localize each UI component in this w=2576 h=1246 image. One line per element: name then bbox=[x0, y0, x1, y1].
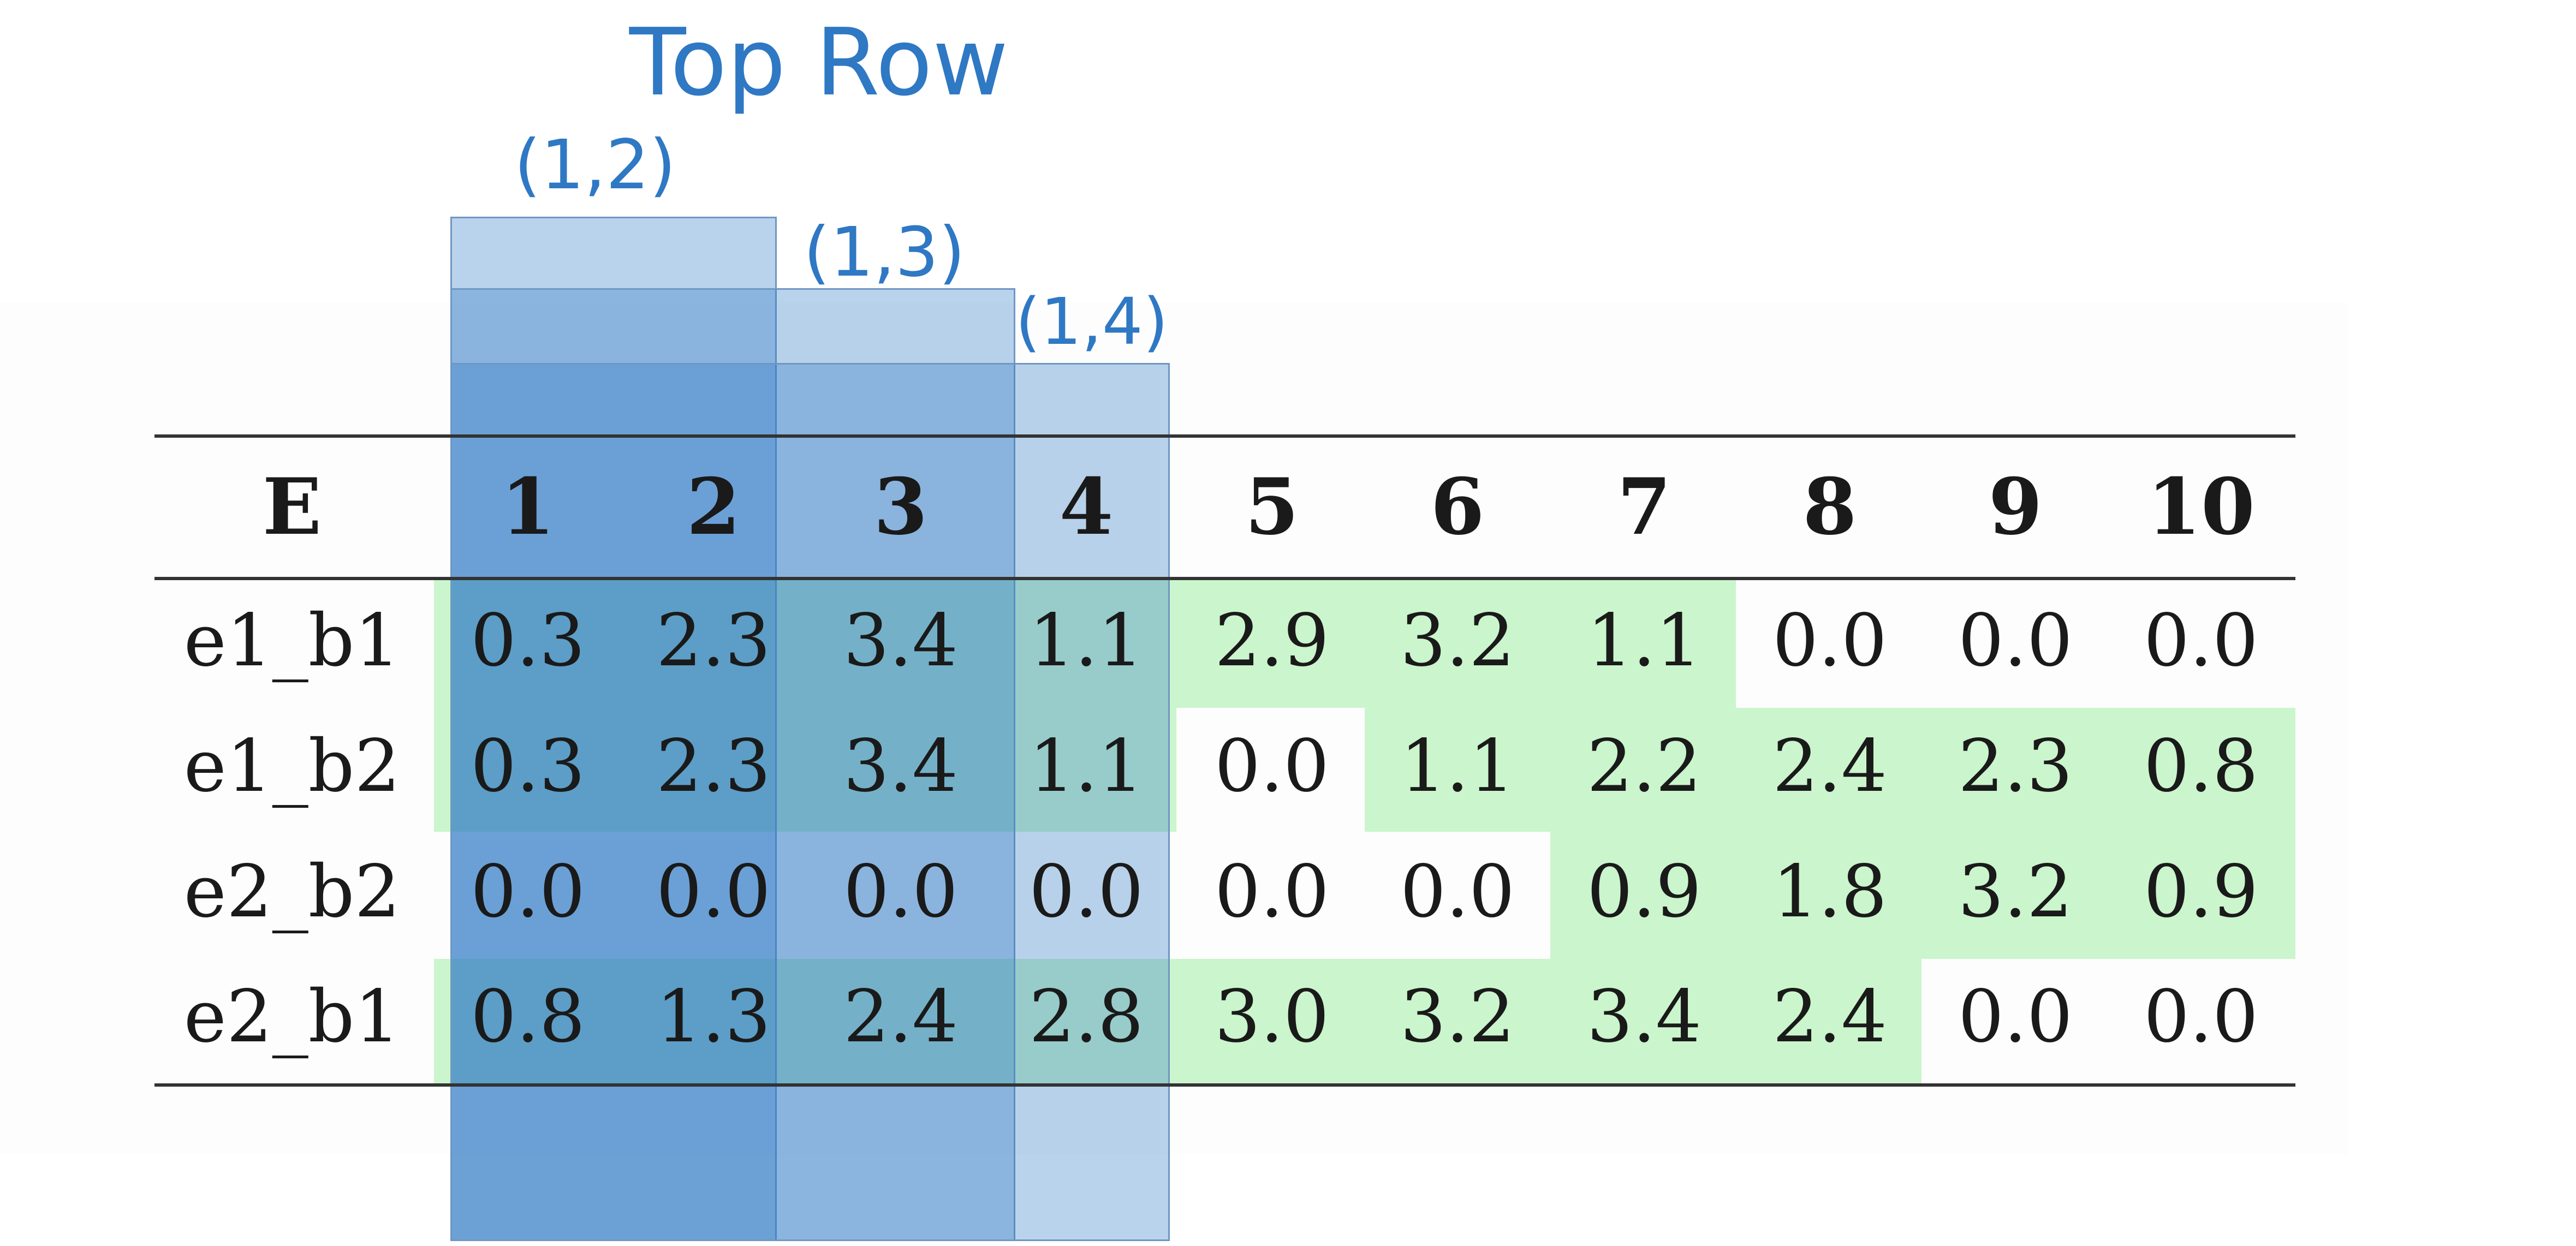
table-cell: 3.4 bbox=[843, 599, 958, 683]
band-1-3 bbox=[450, 288, 1015, 1241]
row-label: e2_b2 bbox=[183, 850, 401, 934]
top-rule bbox=[154, 434, 2295, 438]
column-header-6: 6 bbox=[1430, 462, 1485, 552]
highlight-row-e1-b2-b bbox=[1365, 708, 2295, 832]
table-cell: 3.0 bbox=[1215, 975, 1329, 1059]
table-cell: 0.8 bbox=[2144, 724, 2258, 808]
column-header-3: 3 bbox=[873, 462, 928, 552]
row-label: e1_b1 bbox=[183, 599, 401, 683]
table-cell: 1.8 bbox=[1772, 850, 1887, 934]
column-header-4: 4 bbox=[1059, 462, 1114, 552]
table-cell: 2.4 bbox=[1772, 975, 1887, 1059]
highlight-row-e2-b2 bbox=[1550, 832, 2295, 959]
table-cell: 0.0 bbox=[1215, 850, 1329, 934]
table-cell: 0.0 bbox=[1400, 850, 1515, 934]
highlight-row-e1-b1 bbox=[434, 580, 1736, 708]
column-header-5: 5 bbox=[1245, 462, 1299, 552]
band-label-1-4: (1,4) bbox=[1015, 284, 1168, 359]
table-cell: 1.1 bbox=[1587, 599, 1702, 683]
table-cell: 1.1 bbox=[1029, 599, 1144, 683]
table-cell: 0.8 bbox=[471, 975, 585, 1059]
table-cell: 0.0 bbox=[1958, 599, 2073, 683]
table-cell: 0.9 bbox=[1587, 850, 1702, 934]
table-cell: 0.9 bbox=[2144, 850, 2258, 934]
highlight-row-e1-b2-a bbox=[434, 708, 1176, 832]
band-label-1-3: (1,3) bbox=[803, 213, 966, 292]
table-cell: 3.2 bbox=[1400, 975, 1515, 1059]
table-cell: 0.0 bbox=[1772, 599, 1887, 683]
highlight-row-e2-b1 bbox=[434, 959, 1921, 1083]
column-header-2: 2 bbox=[686, 462, 741, 552]
table-cell: 2.8 bbox=[1029, 975, 1144, 1059]
row-label: e2_b1 bbox=[183, 975, 401, 1059]
bottom-rule bbox=[154, 1083, 2295, 1087]
table-cell: 1.1 bbox=[1029, 724, 1144, 808]
table-cell: 0.3 bbox=[471, 724, 585, 808]
table-cell: 2.9 bbox=[1215, 599, 1329, 683]
column-header-7: 7 bbox=[1617, 462, 1671, 552]
table-cell: 0.0 bbox=[656, 850, 771, 934]
table-cell: 1.3 bbox=[656, 975, 771, 1059]
table-cell: 2.3 bbox=[656, 724, 771, 808]
table-cell: 2.4 bbox=[843, 975, 958, 1059]
table-cell: 3.4 bbox=[843, 724, 958, 808]
table-cell: 0.0 bbox=[471, 850, 585, 934]
table-cell: 3.2 bbox=[1958, 850, 2073, 934]
table-cell: 3.4 bbox=[1587, 975, 1702, 1059]
header-rule bbox=[154, 577, 2295, 580]
table-cell: 1.1 bbox=[1400, 724, 1515, 808]
table-cell: 2.4 bbox=[1772, 724, 1887, 808]
corner-header: E bbox=[262, 462, 322, 552]
table-cell: 0.0 bbox=[1958, 975, 2073, 1059]
table-cell: 0.0 bbox=[2144, 599, 2258, 683]
annotation-title: Top Row bbox=[629, 9, 1009, 117]
band-label-1-2: (1,2) bbox=[514, 126, 676, 205]
column-header-8: 8 bbox=[1802, 462, 1857, 552]
band-1-2 bbox=[450, 217, 777, 1241]
column-header-1: 1 bbox=[501, 462, 555, 552]
table-cell: 2.3 bbox=[1958, 724, 2073, 808]
table-cell: 0.0 bbox=[2144, 975, 2258, 1059]
table-cell: 0.0 bbox=[843, 850, 958, 934]
table-cell: 3.2 bbox=[1400, 599, 1515, 683]
table-cell: 0.0 bbox=[1215, 724, 1329, 808]
table-cell: 2.3 bbox=[656, 599, 771, 683]
column-header-10: 10 bbox=[2147, 462, 2255, 552]
table-cell: 2.2 bbox=[1587, 724, 1702, 808]
table-cell: 0.3 bbox=[471, 599, 585, 683]
column-header-9: 9 bbox=[1988, 462, 2043, 552]
band-1-4 bbox=[450, 363, 1170, 1241]
table-cell: 0.0 bbox=[1029, 850, 1144, 934]
row-label: e1_b2 bbox=[183, 724, 401, 808]
